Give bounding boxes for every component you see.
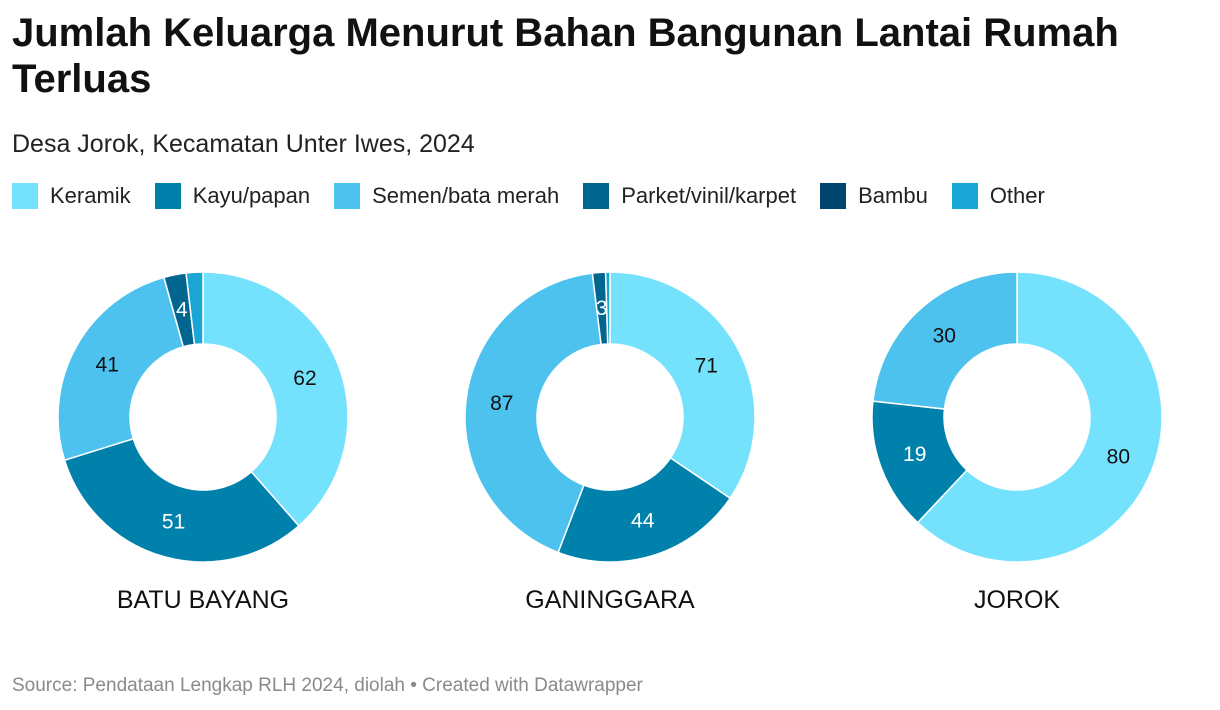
source-note: Source: Pendataan Lengkap RLH 2024, diol… [12,675,643,696]
data-label: 51 [162,510,185,533]
chart-title: Jumlah Keluarga Menurut Bahan Bangunan L… [12,11,1119,101]
donut-slice-keramik [202,271,349,527]
data-label: 87 [490,392,513,415]
chart-name-label: BATU BAYANG [117,586,289,614]
legend-item-parket-vinil-karpet: Parket/vinil/karpet [583,183,796,209]
legend-swatch [154,183,181,209]
data-label: 62 [293,367,316,390]
legend-item-bambu: Bambu [820,183,928,209]
chart-name-label: GANINGGARA [525,586,695,614]
data-label: 41 [96,353,119,376]
legend-swatch [12,183,38,209]
donut-charts: 62 51 41 4 BATU BAYANG 71 44 87 3 GANINGGARA 80 19 3… [57,271,1163,614]
legend: Keramik Kayu/papan Semen/bata merah Park… [12,183,1069,209]
legend-label: Keramik [50,183,131,208]
donut-slice-other [604,271,611,345]
legend-label: Kayu/papan [192,183,311,208]
legend-item-kayu-papan: Kayu/papan [154,183,311,209]
data-label: 19 [903,443,926,466]
legend-label: Semen/bata merah [372,183,560,208]
legend-label: Bambu [858,183,928,208]
data-label: 80 [1107,446,1130,469]
data-label: 30 [933,324,956,347]
donut-slice-semen-bata-merah [464,272,602,554]
data-label: 71 [695,354,718,377]
chart-subtitle: Desa Jorok, Kecamatan Unter Iwes, 2024 [12,130,475,158]
legend-swatch [951,183,978,209]
legend-swatch [583,183,610,209]
donut-slice-semen-bata-merah [57,276,185,462]
chart-name-label: JOROK [974,586,1060,614]
legend-swatch [334,183,361,209]
legend-item-keramik: Keramik [12,183,131,209]
legend-item-other: Other [951,183,1045,209]
legend-item-semen-bata-merah: Semen/bata merah [334,183,559,209]
donut-slice-other [185,271,204,346]
donut-slice-semen-bata-merah [872,271,1018,410]
donut-slice-kayu-papan [63,437,300,563]
donut-slice-keramik [609,271,756,500]
donut-slice-kayu-papan [557,456,732,563]
data-label: 4 [176,299,188,322]
data-label: 3 [596,297,608,320]
data-label: 44 [631,509,655,532]
legend-swatch [820,183,847,209]
legend-label: Parket/vinil/karpet [621,183,797,208]
donut-slice-keramik [916,271,1163,563]
legend-label: Other [989,183,1045,208]
